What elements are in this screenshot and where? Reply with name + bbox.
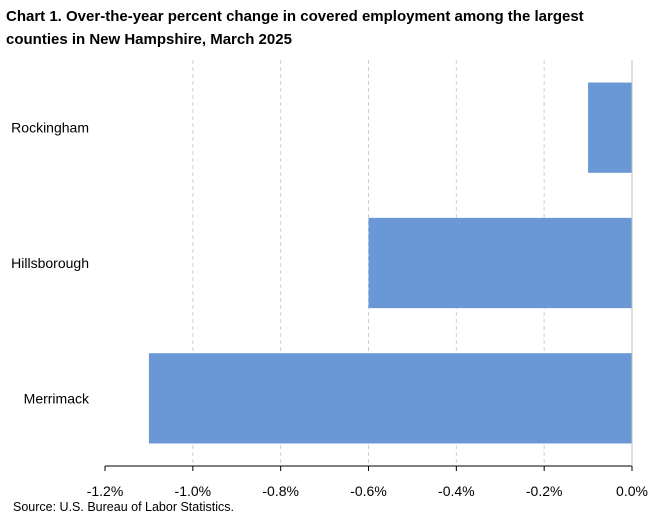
bar-rockingham: [588, 82, 632, 173]
bar-hillsborough: [368, 217, 632, 309]
x-tick-label: -0.4%: [438, 483, 475, 499]
axes: [104, 60, 633, 471]
x-tick-label: -0.2%: [526, 483, 563, 499]
source-note: Source: U.S. Bureau of Labor Statistics.: [13, 500, 234, 514]
category-label: Rockingham: [11, 120, 89, 136]
x-tick-label: -1.2%: [87, 483, 124, 499]
chart-title: Chart 1. Over-the-year percent change in…: [6, 8, 584, 48]
category-label: Hillsborough: [11, 255, 89, 271]
category-label: Merrimack: [24, 390, 90, 406]
tick-labels: -1.2% -1.0% -0.8% -0.6% -0.4% -0.2% 0.0%: [87, 483, 648, 499]
x-tick-label: 0.0%: [616, 483, 648, 499]
bar-merrimack: [148, 353, 632, 444]
x-tick-label: -0.8%: [262, 483, 299, 499]
x-tick-label: -1.0%: [175, 483, 212, 499]
x-tick-label: -0.6%: [350, 483, 387, 499]
category-labels: Rockingham Hillsborough Merrimack: [11, 120, 90, 407]
bars: [148, 82, 632, 444]
